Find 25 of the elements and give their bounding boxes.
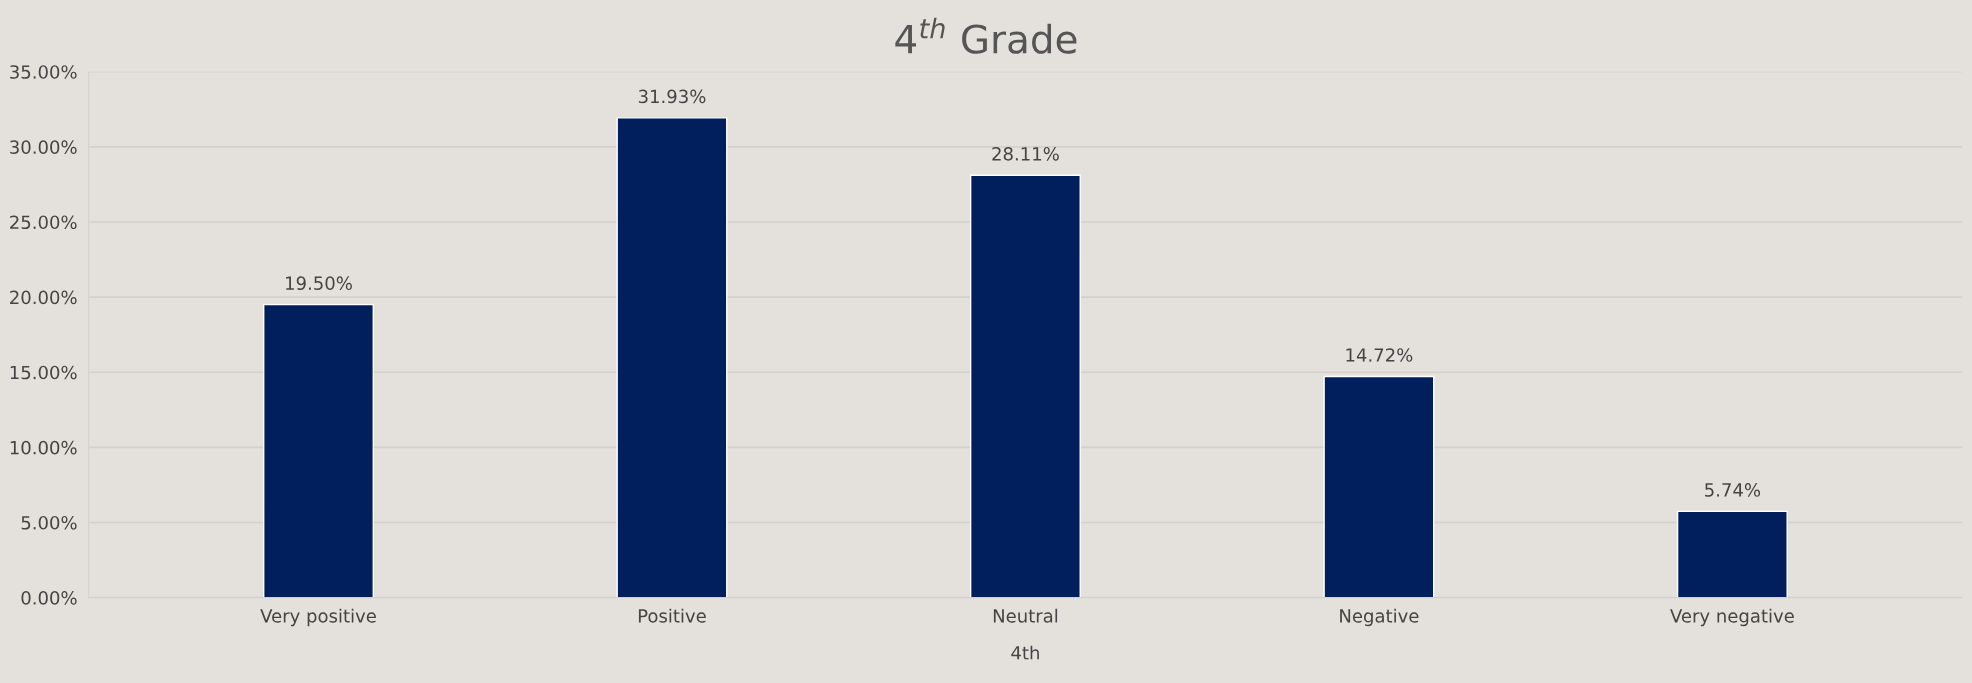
y-tick-label: 5.00% <box>21 515 77 530</box>
bar <box>969 174 1081 598</box>
bar <box>1323 375 1435 598</box>
y-tick-label: 0.00% <box>21 591 77 605</box>
x-tick-label: Neutral <box>993 608 1058 623</box>
x-tick-label: Very negative <box>1670 608 1794 627</box>
chart-title: 4$^{th}$ Grade <box>895 17 1077 54</box>
data-label: 19.50% <box>286 276 352 291</box>
x-tick-label: Positive <box>638 608 706 623</box>
y-tick-label: 30.00% <box>10 140 77 154</box>
y-tick-label: 20.00% <box>10 290 77 305</box>
bar <box>263 303 374 598</box>
bar <box>1676 510 1788 598</box>
data-label: 14.72% <box>1346 348 1413 362</box>
y-tick-label: 35.00% <box>10 65 77 79</box>
y-tick-label: 15.00% <box>10 365 77 380</box>
y-tick-label: 25.00% <box>10 215 77 230</box>
data-label: 28.11% <box>992 146 1059 161</box>
x-axis-title: 4th <box>1011 645 1039 660</box>
x-tick-label: Negative <box>1340 608 1419 627</box>
x-tick-label: Very positive <box>260 608 376 627</box>
y-tick-label: 10.00% <box>10 440 77 455</box>
data-label: 31.93% <box>638 89 706 104</box>
data-label: 5.74% <box>1705 483 1761 497</box>
bar <box>616 117 728 598</box>
